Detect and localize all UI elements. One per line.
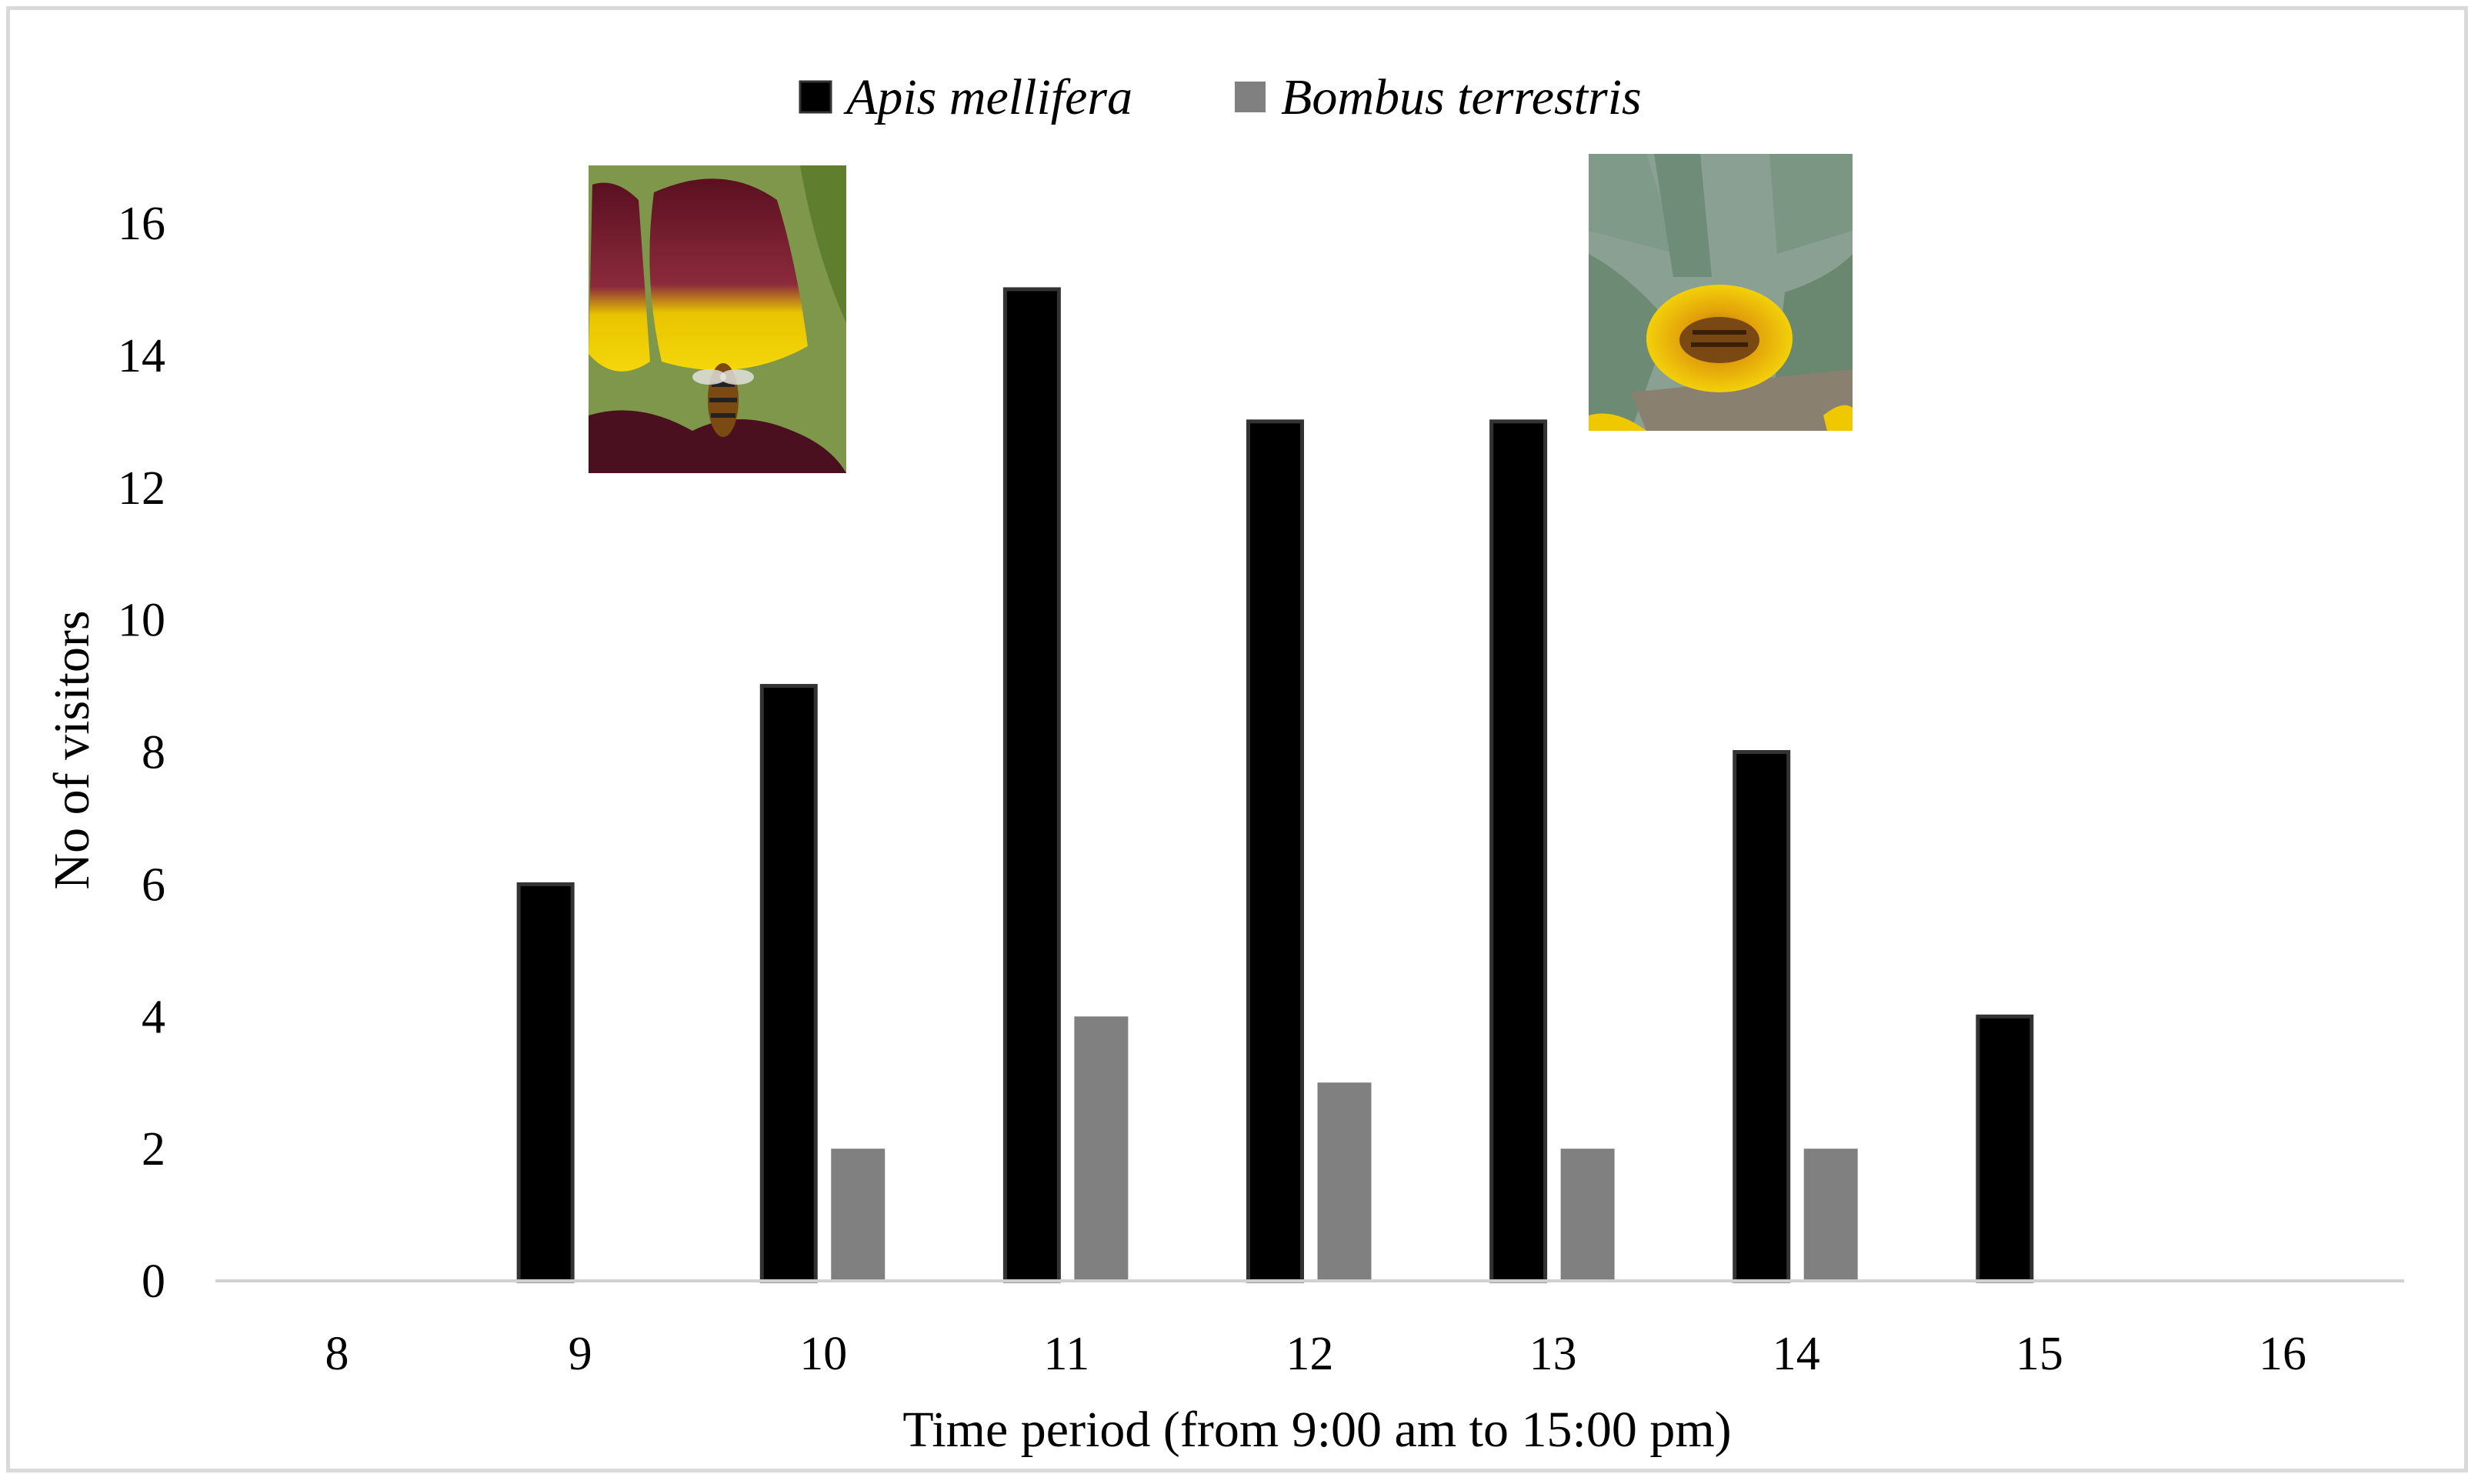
- bars: [516, 287, 2034, 1283]
- legend-item-apis: Apis mellifera: [799, 69, 1132, 125]
- bar-bombus-12: [1317, 1082, 1372, 1281]
- y-tick-label: 2: [142, 1123, 165, 1176]
- flower-photo-fritillaria-bee: [589, 165, 846, 473]
- legend: Apis mellifera Bombus terrestris: [799, 69, 1642, 125]
- legend-swatch-bombus: [1235, 82, 1266, 112]
- y-tick-label: 4: [142, 991, 165, 1043]
- legend-item-bombus: Bombus terrestris: [1235, 69, 1642, 125]
- bar-bombus-13: [1560, 1149, 1615, 1281]
- x-tick-label: 10: [799, 1328, 847, 1380]
- x-axis-ticks: 8 9 10 11 12 13 14 15 16: [325, 1328, 2306, 1380]
- bar-apis-9: [516, 882, 575, 1283]
- flower-photo-tulip-bee: [1589, 154, 1853, 431]
- legend-label-bombus: Bombus terrestris: [1281, 69, 1642, 125]
- y-axis-ticks: 0 2 4 6 8 10 12 14 16: [118, 198, 165, 1308]
- y-axis-title: No of visitors: [44, 611, 100, 890]
- bar-bombus-11: [1074, 1016, 1129, 1281]
- x-axis-title: Time period (from 9:00 am to 15:00 pm): [902, 1402, 1731, 1458]
- y-tick-label: 8: [142, 727, 165, 779]
- bar-apis-15: [1976, 1014, 2034, 1283]
- x-tick-label: 8: [325, 1328, 349, 1380]
- bar-apis-10: [759, 684, 818, 1283]
- x-tick-label: 14: [1773, 1328, 1820, 1380]
- bar-apis-14: [1733, 750, 1791, 1283]
- x-tick-label: 9: [569, 1328, 592, 1380]
- x-tick-label: 11: [1044, 1328, 1090, 1380]
- bar-apis-11: [1002, 287, 1061, 1283]
- x-tick-label: 12: [1286, 1328, 1334, 1380]
- x-tick-label: 15: [2016, 1328, 2063, 1380]
- legend-label-apis: Apis mellifera: [843, 69, 1132, 125]
- y-tick-label: 16: [118, 198, 165, 250]
- bar-bombus-14: [1803, 1149, 1858, 1281]
- y-tick-label: 6: [142, 859, 165, 911]
- legend-swatch-apis: [799, 80, 832, 114]
- y-tick-label: 14: [118, 330, 165, 382]
- y-tick-label: 0: [142, 1256, 165, 1308]
- y-tick-label: 10: [118, 595, 165, 647]
- bar-apis-13: [1489, 419, 1548, 1283]
- x-tick-label: 16: [2259, 1328, 2306, 1380]
- bar-bombus-10: [831, 1149, 885, 1281]
- y-tick-label: 12: [118, 462, 165, 515]
- x-tick-label: 13: [1529, 1328, 1577, 1380]
- chart-frame: [6, 6, 2468, 1472]
- bar-apis-12: [1246, 419, 1304, 1283]
